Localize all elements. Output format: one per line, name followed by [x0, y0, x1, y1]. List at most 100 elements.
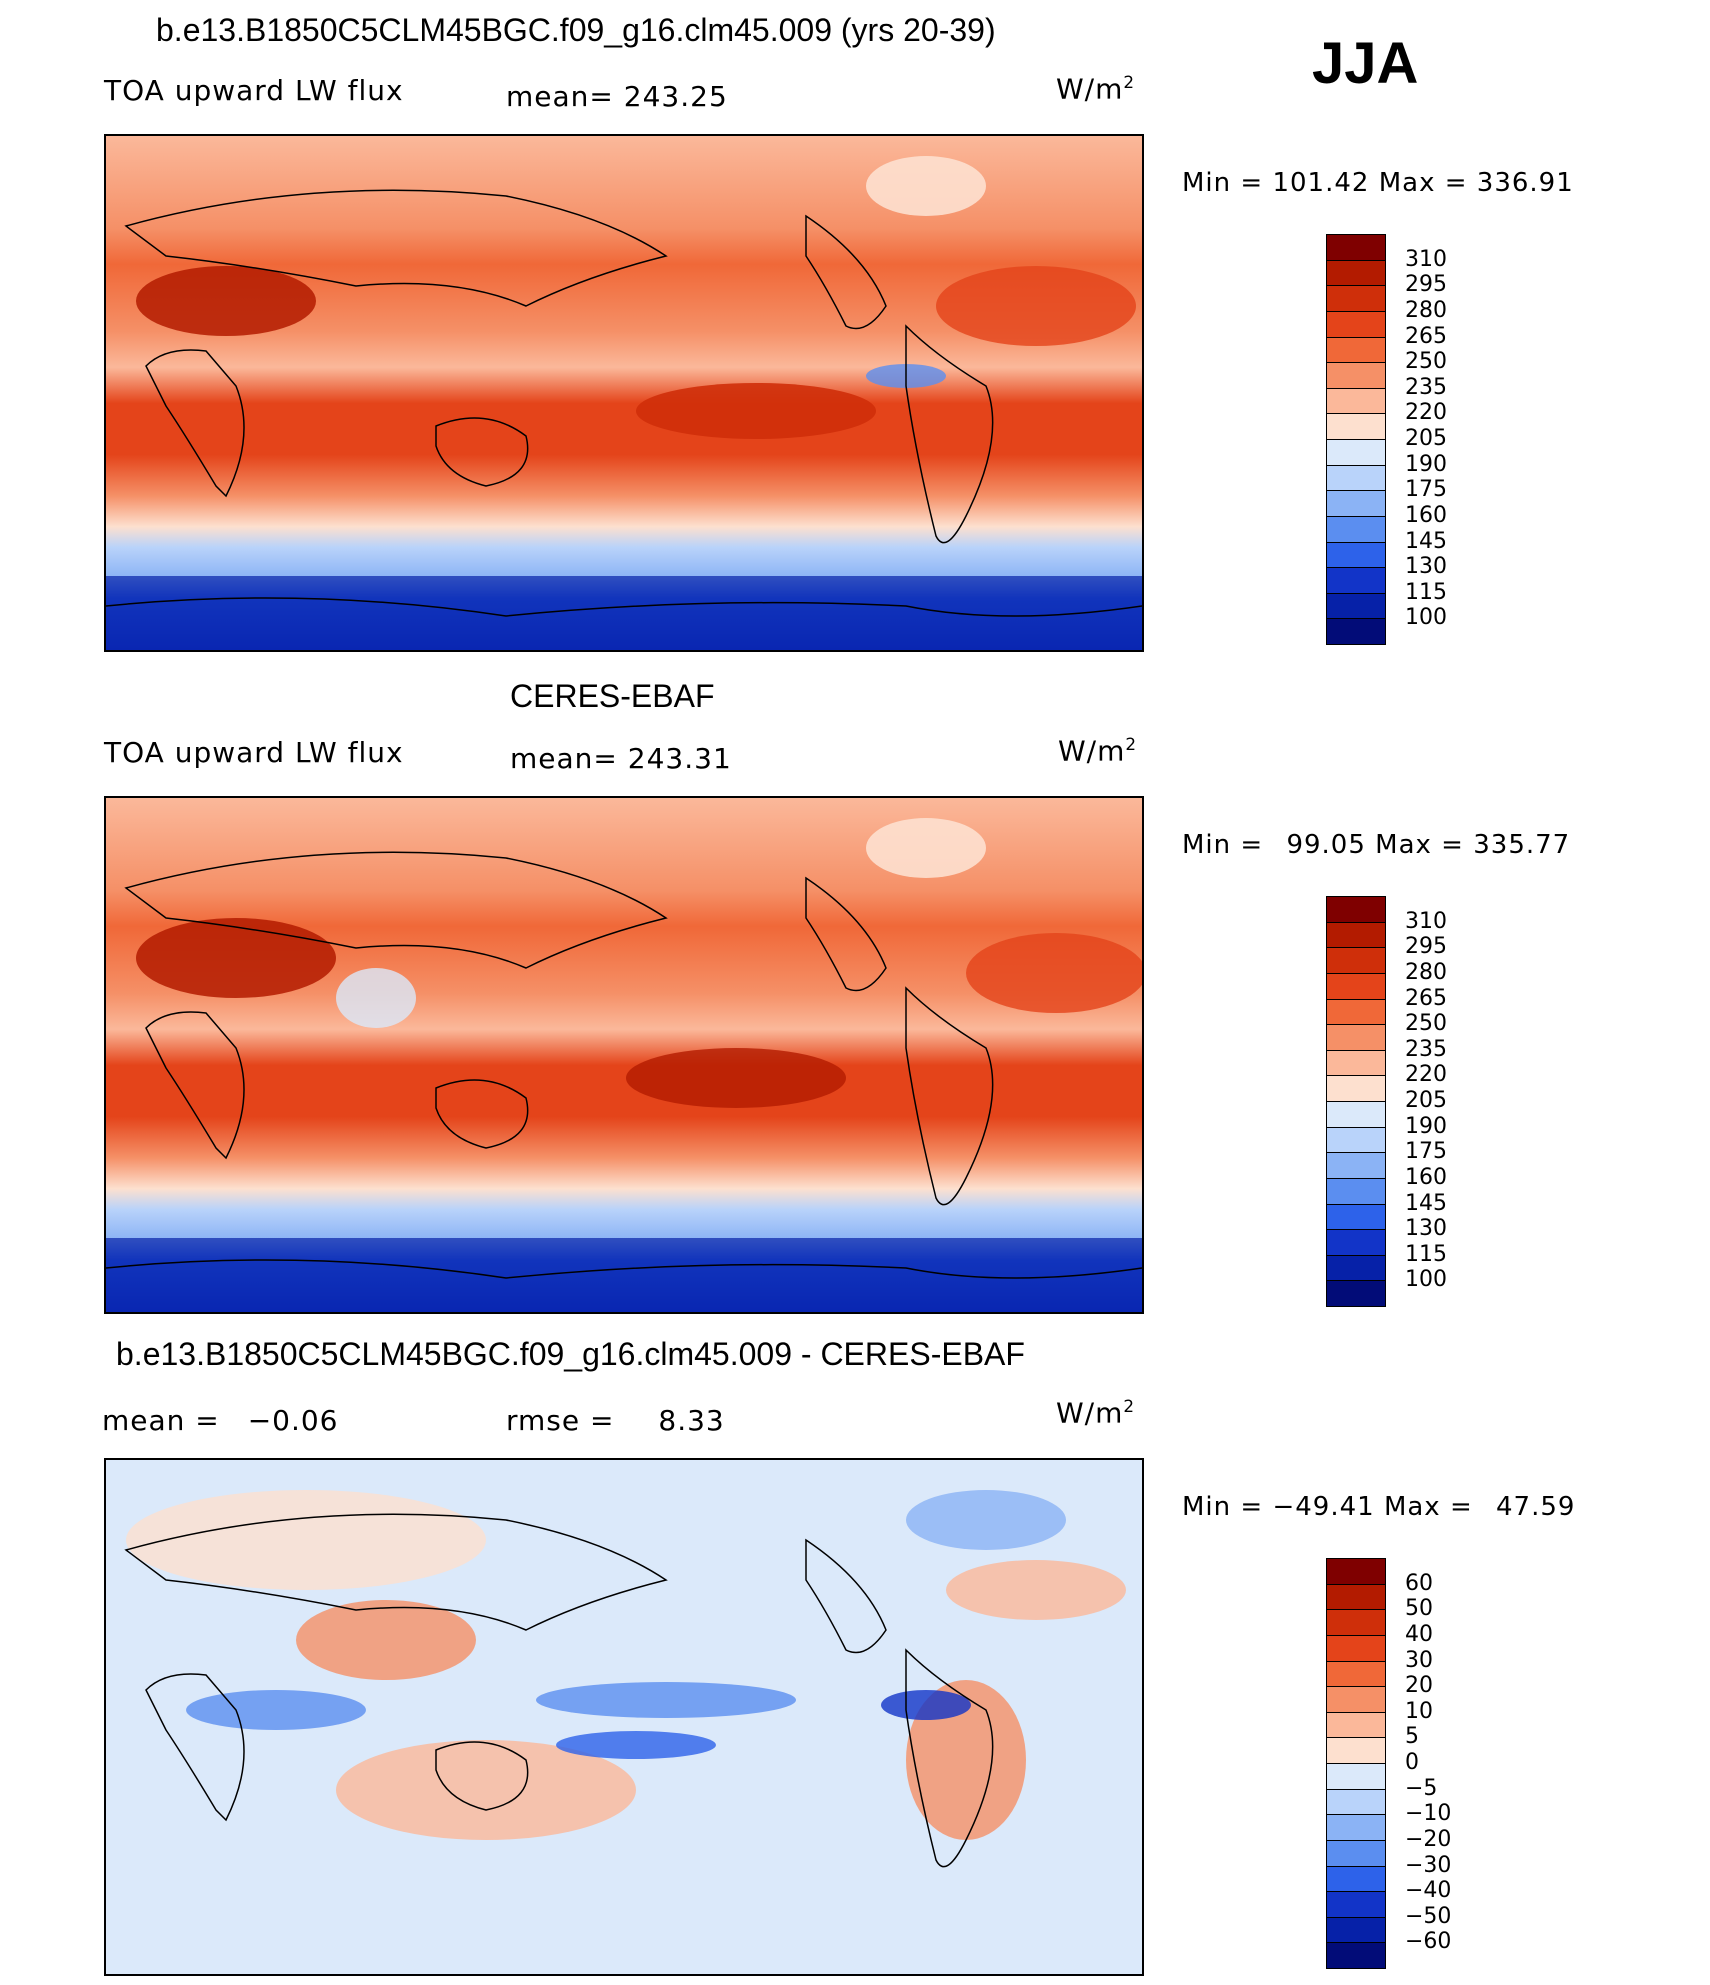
panel-3-colorbar-cell — [1326, 1916, 1386, 1944]
panel-1-variable-label: TOA upward LW flux — [104, 74, 404, 107]
panel-3-colorbar-cell — [1326, 1737, 1386, 1764]
panel-2-hot-region — [626, 1048, 846, 1108]
panel-2-units-exp: 2 — [1125, 734, 1138, 754]
panel-1-colorbar-cell — [1326, 259, 1386, 287]
panel-1-hot-region — [136, 266, 316, 336]
panel-1-colorbar-tick-label: 160 — [1405, 502, 1447, 528]
panel-2-colorbar-cell — [1326, 1049, 1386, 1077]
panel-1-colorbar-tick-label: 220 — [1405, 400, 1447, 426]
panel-2-colorbar-tick-label: 130 — [1405, 1216, 1447, 1242]
panel-2-colorbar-tick-label: 190 — [1405, 1113, 1447, 1139]
panel-3-colorbar — [1326, 1558, 1388, 1969]
panel-3-positive-region — [906, 1680, 1026, 1840]
panel-3-colorbar-cell — [1326, 1686, 1386, 1713]
panel-3-colorbar-cell — [1326, 1891, 1386, 1918]
panel-1-colorbar — [1326, 234, 1388, 645]
panel-2-colorbar-tick-label: 250 — [1405, 1011, 1447, 1037]
panel-1-colorbar-tick-label: 310 — [1405, 246, 1447, 272]
panel-3-map — [104, 1458, 1144, 1976]
panel-2-field — [106, 798, 1142, 1312]
panel-3-coastlines — [124, 1513, 994, 1868]
panel-1-colorbar-cell — [1326, 413, 1386, 440]
panel-1-mean: mean= 243.25 — [506, 80, 728, 113]
panel-2-colorbar-tick-label: 220 — [1405, 1062, 1447, 1088]
panel-1-hot-region — [636, 383, 876, 439]
panel-3-colorbar-cell — [1326, 1660, 1386, 1688]
panel-2-map — [104, 796, 1144, 1314]
panel-2-colorbar-cell — [1326, 998, 1386, 1026]
panel-2-colorbar — [1326, 896, 1388, 1307]
panel-2-title: CERES-EBAF — [510, 678, 715, 714]
panel-2-colorbar-tick-label: 205 — [1405, 1088, 1447, 1113]
panel-1-colorbar-cell — [1326, 310, 1386, 338]
panel-1-colorbar-tick-label: 115 — [1405, 579, 1447, 605]
panel-1-colorbar-tick-label: 100 — [1405, 605, 1447, 631]
panel-2-min-value: 99.05 — [1286, 830, 1366, 860]
panel-3-mean-label: mean = — [102, 1404, 220, 1437]
panel-3-colorbar-cell — [1326, 1942, 1386, 1969]
panel-2-colorbar-tick-label: 145 — [1405, 1190, 1447, 1216]
panel-2-colorbar-cell — [1326, 1254, 1386, 1282]
panel-3-positive-region — [946, 1560, 1126, 1620]
panel-1-minmax: Min = 101.42 Max = 336.91 — [1182, 168, 1574, 198]
panel-1-max-value: 336.91 — [1476, 168, 1574, 198]
panel-3-colorbar-tick-label: 40 — [1405, 1621, 1433, 1647]
panel-3-units-exp: 2 — [1123, 1396, 1136, 1416]
panel-3-mean-value: −0.06 — [247, 1404, 339, 1437]
panel-3-units: W/m2 — [1056, 1396, 1135, 1429]
panel-3-negative-region — [536, 1682, 796, 1718]
panel-3-max-value: 47.59 — [1496, 1492, 1576, 1522]
panel-1-colorbar-tick-label: 130 — [1405, 554, 1447, 580]
panel-2-colorbar-tick-label: 100 — [1405, 1267, 1447, 1293]
panel-3-colorbar-tick-label: 30 — [1405, 1647, 1433, 1673]
panel-2-colorbar-cell — [1326, 1101, 1386, 1128]
panel-3-positive-region — [296, 1600, 476, 1680]
panel-3-colorbar-tick-label: 0 — [1405, 1750, 1419, 1775]
panel-2-mean-value: 243.31 — [627, 742, 732, 775]
panel-2-colorbar-cell — [1326, 1126, 1386, 1154]
panel-1-coastlines — [106, 189, 1142, 617]
panel-1-units-base: W/m — [1056, 72, 1124, 106]
panel-2-colorbar-tick-label: 310 — [1405, 908, 1447, 934]
panel-3-title: b.e13.B1850C5CLM45BGC.f09_g16.clm45.009 … — [116, 1336, 1025, 1372]
panel-2-colorbar-cell — [1326, 1280, 1386, 1307]
panel-3-positive-region — [126, 1490, 486, 1590]
panel-1-colorbar-cell — [1326, 439, 1386, 466]
panel-2-hot-region — [966, 933, 1142, 1013]
panel-3-colorbar-cell — [1326, 1814, 1386, 1841]
panel-2-hot-region — [136, 918, 336, 998]
panel-3-colorbar-tick-label: 60 — [1405, 1570, 1433, 1596]
panel-3-units-base: W/m — [1056, 1396, 1124, 1430]
panel-3-colorbar-cell — [1326, 1788, 1386, 1816]
panel-2-cool-region — [336, 968, 416, 1028]
panel-2-colorbar-cell — [1326, 1075, 1386, 1102]
panel-3-negative-region — [556, 1731, 716, 1759]
panel-1-units-exp: 2 — [1123, 72, 1136, 92]
panel-1-colorbar-tick-label: 205 — [1405, 426, 1447, 451]
panel-3-rmse-label: rmse = — [506, 1404, 615, 1437]
panel-3-map-svg — [106, 1460, 1142, 1974]
panel-2-map-svg — [106, 798, 1142, 1312]
panel-2-cool-region — [866, 818, 986, 878]
panel-1-colorbar-cell — [1326, 464, 1386, 492]
panel-3-colorbar-tick-label: −50 — [1405, 1903, 1452, 1929]
panel-2-min-label: Min = — [1182, 830, 1264, 860]
panel-1-colorbar-tick-label: 280 — [1405, 297, 1447, 323]
panel-2-mean: mean= 243.31 — [510, 742, 732, 775]
panel-3-colorbar-tick-label: 20 — [1405, 1673, 1433, 1699]
panel-3-min-value: −49.41 — [1272, 1492, 1375, 1522]
panel-3-max-label: Max = — [1383, 1492, 1473, 1522]
panel-2-colorbar-tick-label: 115 — [1405, 1241, 1447, 1267]
panel-3-minmax: Min = −49.41 Max = 47.59 — [1182, 1492, 1575, 1522]
panel-1-mean-value: 243.25 — [623, 80, 728, 113]
panel-3-colorbar-tick-label: −20 — [1405, 1826, 1452, 1852]
panel-1-colorbar-cell — [1326, 234, 1386, 261]
panel-2-units: W/m2 — [1058, 734, 1137, 767]
panel-3-negative-region — [186, 1690, 366, 1730]
season-label: JJA — [1312, 31, 1419, 96]
panel-1-colorbar-tick-label: 175 — [1405, 477, 1447, 503]
panel-1-colorbar-cell — [1326, 618, 1386, 645]
panel-1-colorbar-cell — [1326, 387, 1386, 415]
panel-3-colorbar-tick-label: 10 — [1405, 1698, 1433, 1724]
panel-3-colorbar-cell — [1326, 1634, 1386, 1662]
